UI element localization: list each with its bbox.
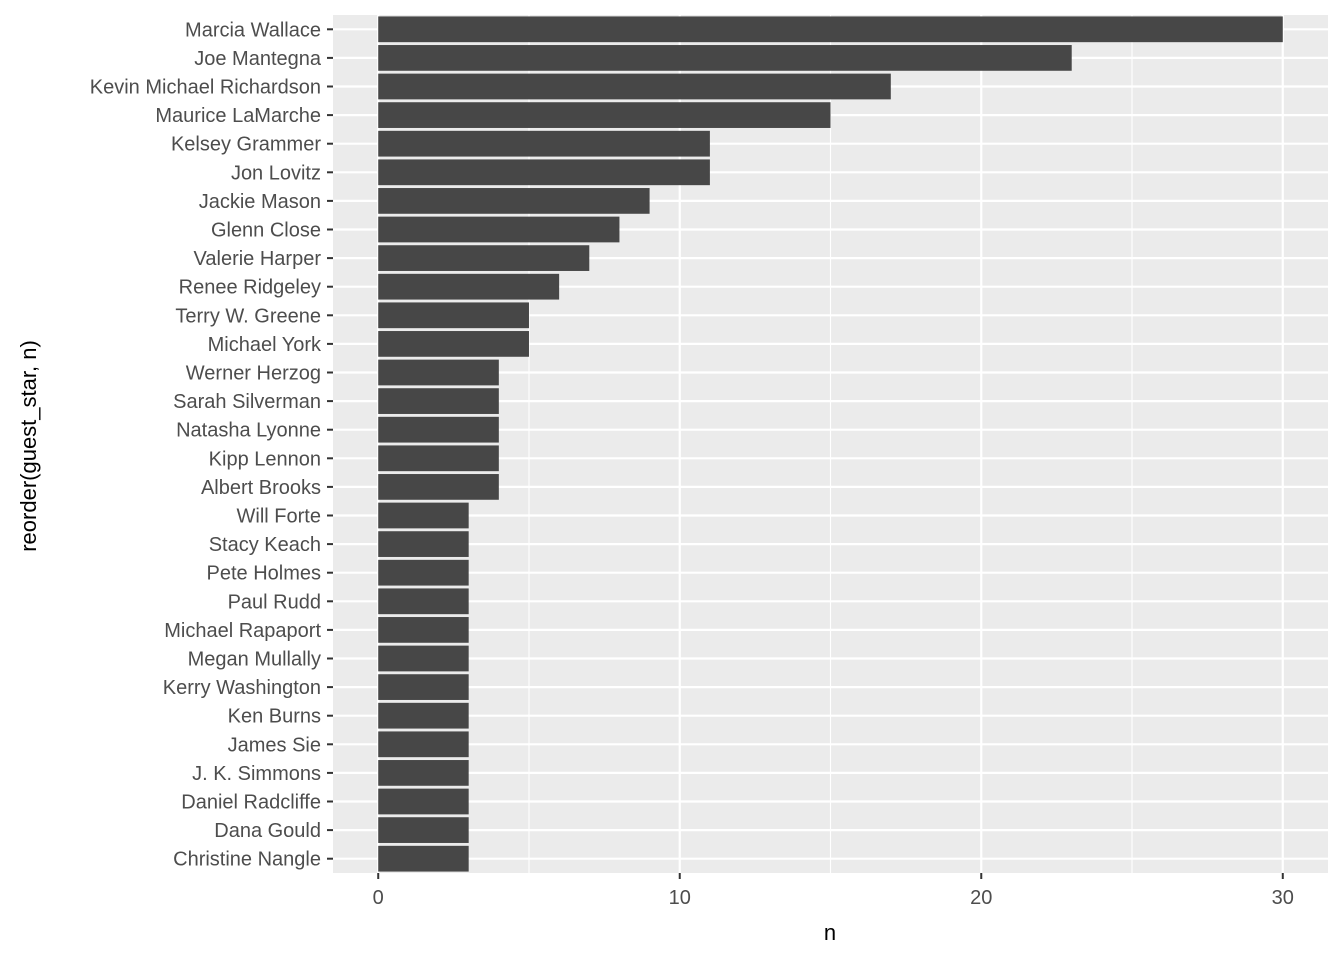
y-tick-label: Kelsey Grammer: [171, 134, 321, 156]
y-axis-ticks: Marcia Wallace Joe Mantegna Kevin Michael …: [90, 19, 333, 871]
bar: [378, 445, 499, 472]
y-tick-label: Terry W. Greene: [175, 305, 321, 327]
x-tick-label: 20: [970, 887, 992, 909]
y-tick-label: Ken Burns: [228, 706, 321, 728]
bar: [378, 531, 469, 557]
bar: [378, 731, 469, 758]
bar: [378, 45, 1072, 71]
y-tick-label: Daniel Radcliffe: [181, 792, 321, 814]
x-axis-ticks: 0 10 20 30: [373, 873, 1294, 909]
y-tick-label: Kevin Michael Richardson: [90, 77, 321, 99]
bar: [378, 388, 499, 414]
bar: [378, 73, 891, 100]
bar: [378, 845, 469, 872]
y-tick-label: Stacy Keach: [209, 534, 321, 556]
bar: [378, 645, 469, 672]
bar: [378, 159, 710, 186]
y-tick-label: Kipp Lennon: [209, 448, 321, 470]
y-tick-label: Natasha Lyonne: [176, 420, 321, 442]
bar: [378, 502, 469, 529]
bar: [378, 331, 529, 357]
y-tick-label: Jackie Mason: [199, 191, 321, 213]
x-tick-label: 10: [669, 887, 691, 909]
y-tick-label: Paul Rudd: [228, 591, 321, 613]
y-tick-label: Michael Rapaport: [164, 620, 321, 642]
x-tick-label: 30: [1272, 887, 1294, 909]
bar: [378, 302, 529, 329]
bar: [378, 245, 590, 271]
y-tick-label: Joe Mantegna: [194, 48, 322, 70]
bar: [378, 760, 469, 786]
bar: [378, 102, 831, 128]
y-tick-label: Christine Nangle: [173, 849, 321, 871]
y-tick-label: Renee Ridgeley: [179, 277, 321, 299]
y-tick-label: James Sie: [228, 734, 321, 756]
bar: [378, 416, 499, 443]
bar: [378, 188, 650, 214]
bar: [378, 559, 469, 586]
x-axis-title: n: [824, 920, 836, 945]
y-tick-label: J. K. Simmons: [192, 763, 321, 785]
y-axis-title: reorder(guest_star, n): [16, 340, 41, 552]
y-tick-label: Pete Holmes: [207, 563, 322, 585]
bar: [378, 617, 469, 643]
bar: [378, 788, 469, 815]
y-tick-label: Werner Herzog: [186, 363, 321, 385]
y-tick-label: Marcia Wallace: [185, 19, 321, 41]
y-tick-label: Sarah Silverman: [173, 391, 321, 413]
bars: [378, 16, 1283, 872]
y-tick-label: Albert Brooks: [201, 477, 321, 499]
y-tick-label: Will Forte: [237, 506, 321, 528]
y-tick-label: Kerry Washington: [163, 677, 321, 699]
bar: [378, 702, 469, 729]
bar: [378, 817, 469, 843]
bar: [378, 588, 469, 615]
y-tick-label: Dana Gould: [214, 820, 321, 842]
bar: [378, 130, 710, 157]
y-tick-label: Michael York: [208, 334, 322, 356]
y-tick-label: Maurice LaMarche: [155, 105, 321, 127]
minor-gridlines: [528, 15, 1133, 873]
y-tick-label: Valerie Harper: [194, 248, 322, 270]
x-tick-label: 0: [373, 887, 384, 909]
bar: [378, 674, 469, 700]
bar: [378, 16, 1283, 43]
bar: [378, 216, 620, 243]
y-tick-label: Glenn Close: [211, 220, 321, 242]
y-tick-label: Megan Mullally: [188, 649, 321, 671]
y-tick-label: Jon Lovitz: [231, 162, 321, 184]
bar: [378, 359, 499, 386]
bar: [378, 474, 499, 500]
bar: [378, 273, 560, 300]
